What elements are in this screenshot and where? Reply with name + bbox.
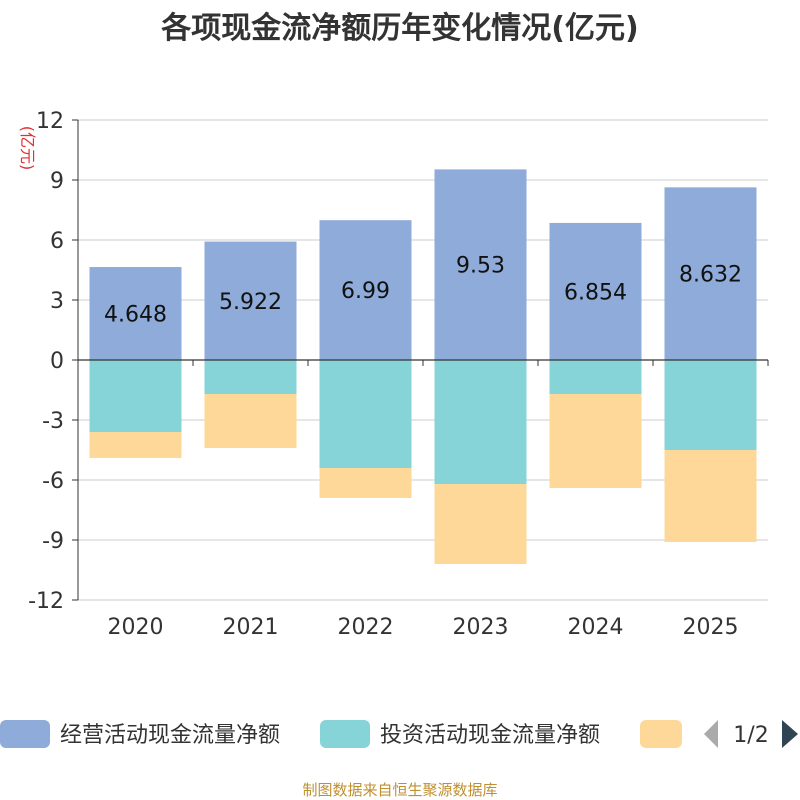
y-tick-labels: 12 9 6 3 0 -3 -6 -9 -12 <box>28 109 64 614</box>
legend-label-operating: 经营活动现金流量净额 <box>60 723 280 748</box>
legend-page-indicator: 1/2 <box>733 723 768 748</box>
bars <box>89 169 757 564</box>
data-label-2024: 6.854 <box>564 280 627 305</box>
data-label-2021: 5.922 <box>219 290 282 315</box>
data-label-2023: 9.53 <box>456 254 505 279</box>
y-tick-label: 9 <box>50 169 64 194</box>
y-tick-label: 12 <box>36 109 64 134</box>
bar-series1-2022[interactable] <box>319 360 412 468</box>
footer-source: 制图数据来自恒生聚源数据库 <box>302 781 497 799</box>
y-tick-label: -12 <box>28 589 64 614</box>
bar-series0-2024[interactable] <box>549 222 642 360</box>
legend-prev-arrow-icon[interactable] <box>704 720 718 748</box>
bar-series1-2023[interactable] <box>434 360 527 484</box>
legend: 经营活动现金流量净额 投资活动现金流量净额 1/2 <box>0 720 798 748</box>
x-tick-label-2020: 2020 <box>108 615 164 640</box>
x-tick-label-2022: 2022 <box>338 615 394 640</box>
bar-series0-2021[interactable] <box>204 241 297 360</box>
bar-series0-2023[interactable] <box>434 169 527 360</box>
x-tick-labels: 2020 2021 2022 2023 2024 2025 <box>108 615 739 640</box>
bar-series1-2021[interactable] <box>204 360 297 394</box>
legend-swatch-financing <box>640 720 682 748</box>
bar-series1-2024[interactable] <box>549 360 642 394</box>
axes <box>77 120 769 600</box>
y-tick-label: -3 <box>42 409 64 434</box>
bar-series2-2023[interactable] <box>434 484 527 564</box>
legend-swatch-investing <box>320 720 370 748</box>
bar-series0-2020[interactable] <box>89 267 182 360</box>
data-label-2025: 8.632 <box>679 263 742 288</box>
data-label-2020: 4.648 <box>104 303 167 328</box>
bar-series0-2025[interactable] <box>664 187 757 360</box>
x-tick-label-2021: 2021 <box>223 615 279 640</box>
y-tick-label: -6 <box>42 469 64 494</box>
bar-series0-2022[interactable] <box>319 220 412 360</box>
legend-swatch-operating <box>0 720 50 748</box>
data-label-2022: 6.99 <box>341 279 390 304</box>
y-axis-unit: (亿元) <box>18 126 37 171</box>
y-tick-label: 6 <box>50 229 64 254</box>
y-tick-label: 3 <box>50 289 64 314</box>
bar-series2-2024[interactable] <box>549 394 642 488</box>
legend-item-operating[interactable]: 经营活动现金流量净额 <box>0 720 280 748</box>
x-tick-label-2023: 2023 <box>453 615 509 640</box>
legend-item-financing[interactable] <box>640 720 682 748</box>
bar-series2-2025[interactable] <box>664 450 757 542</box>
bar-series2-2022[interactable] <box>319 468 412 498</box>
legend-label-investing: 投资活动现金流量净额 <box>380 723 600 748</box>
bar-series2-2020[interactable] <box>89 432 182 458</box>
legend-item-investing[interactable]: 投资活动现金流量净额 <box>320 720 600 748</box>
x-tick-label-2025: 2025 <box>683 615 739 640</box>
chart-title: 各项现金流净额历年变化情况(亿元) <box>160 11 638 46</box>
bar-series2-2021[interactable] <box>204 394 297 448</box>
bar-series1-2025[interactable] <box>664 360 757 450</box>
bar-series1-2020[interactable] <box>89 360 182 432</box>
x-tick-label-2024: 2024 <box>568 615 624 640</box>
legend-next-arrow-icon[interactable] <box>782 720 798 748</box>
y-tick-label: 0 <box>50 349 64 374</box>
legend-pager: 1/2 <box>704 720 798 748</box>
y-tick-label: -9 <box>42 529 64 554</box>
data-labels: 4.648 5.922 6.99 9.53 6.854 8.632 <box>104 254 742 328</box>
